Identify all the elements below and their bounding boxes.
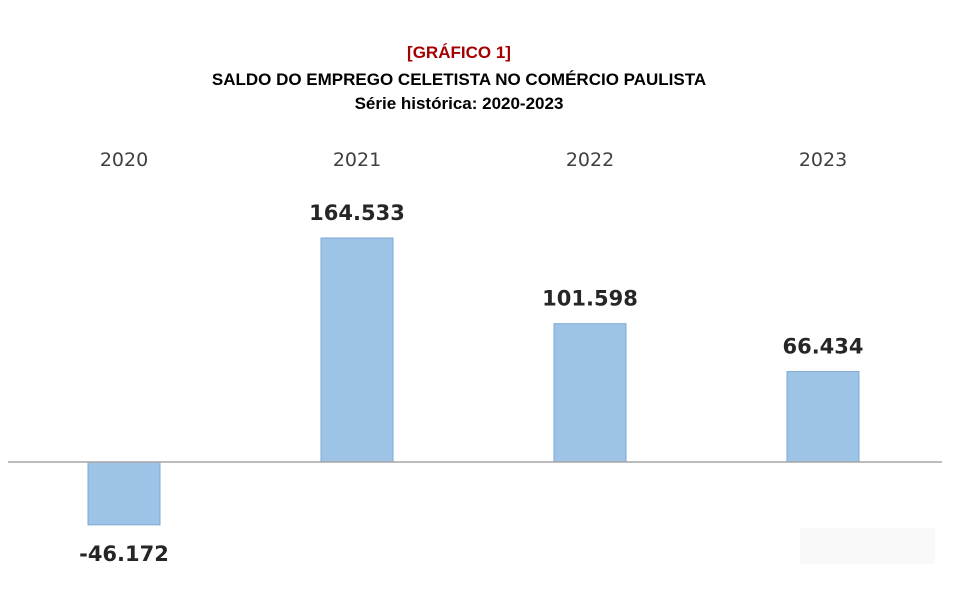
chart-title: SALDO DO EMPREGO CELETISTA NO COMÉRCIO P… — [211, 70, 707, 89]
chart-title-block: [GRÁFICO 1] SALDO DO EMPREGO CELETISTA N… — [0, 42, 918, 116]
value-label-2021: 164.533 — [309, 201, 405, 225]
category-label-2020: 2020 — [100, 149, 148, 171]
bar-2021 — [320, 237, 394, 463]
category-label-2021: 2021 — [333, 149, 381, 171]
chart-tag: [GRÁFICO 1] — [407, 43, 511, 62]
bar-2022 — [553, 323, 627, 463]
watermark-block — [800, 528, 935, 564]
chart-subtitle: Série histórica: 2020-2023 — [354, 94, 564, 113]
category-label-2023: 2023 — [799, 149, 847, 171]
bar-2023 — [786, 371, 860, 463]
value-label-2020: -46.172 — [79, 542, 169, 566]
value-label-2022: 101.598 — [542, 287, 638, 311]
value-label-2023: 66.434 — [782, 335, 863, 359]
bar-2020 — [87, 461, 161, 526]
category-label-2022: 2022 — [566, 149, 614, 171]
